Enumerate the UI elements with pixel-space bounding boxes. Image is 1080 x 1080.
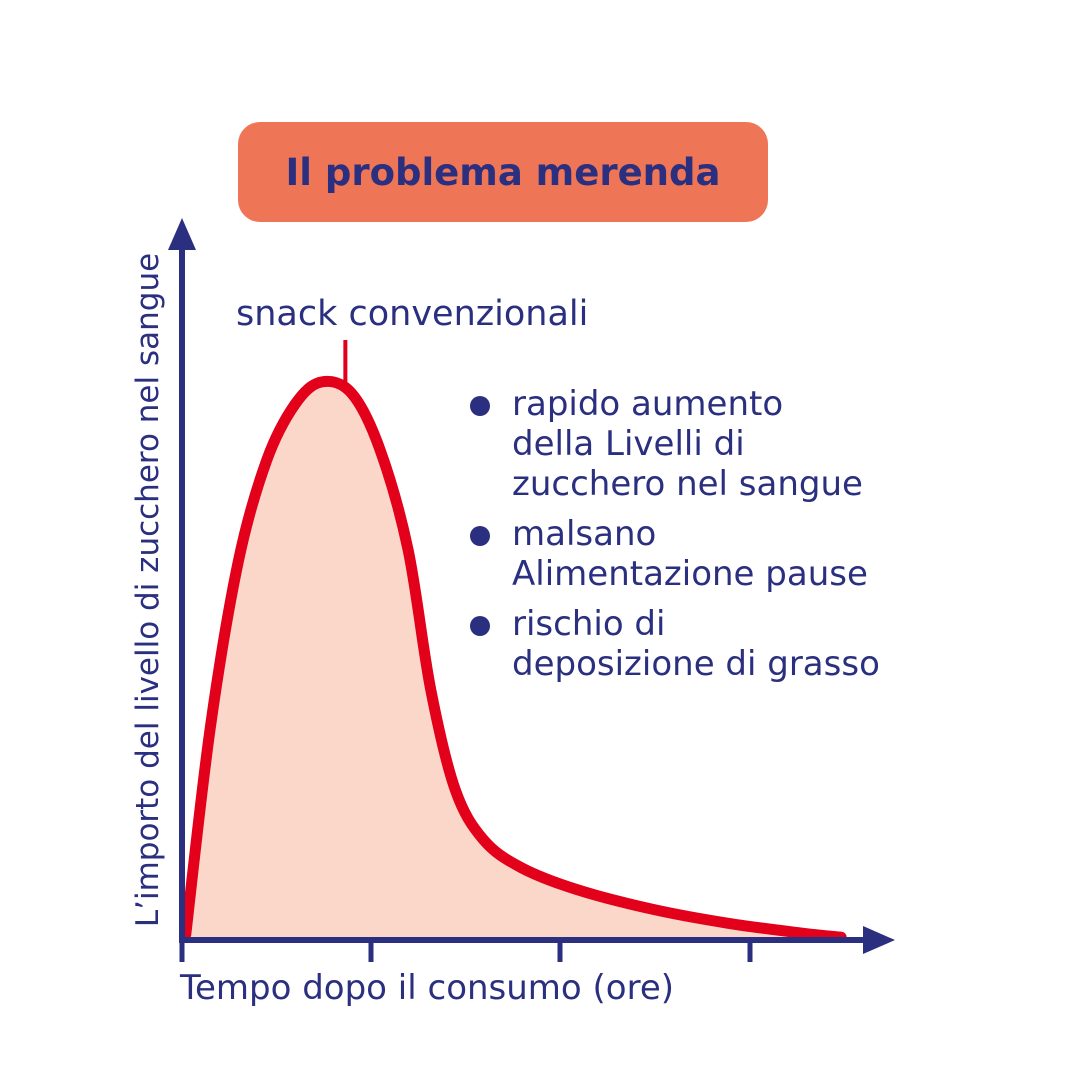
annotation-list: rapido aumento della Livelli di zucchero… [470, 384, 880, 694]
chart-title: Il problema merenda [285, 150, 721, 194]
x-axis-label: Tempo dopo il consumo (ore) [180, 968, 675, 1008]
y-axis-label: L’importo del livello di zucchero nel sa… [130, 252, 166, 928]
title-banner: Il problema merenda [238, 122, 768, 222]
annotation-item: rischio di deposizione di grasso [470, 604, 880, 684]
series-line [180, 375, 847, 943]
bullet-dot-icon [470, 526, 490, 546]
annotation-text: rapido aumento della Livelli di zucchero… [512, 384, 863, 504]
series-label: snack convenzionali [236, 294, 589, 334]
bullet-dot-icon [470, 616, 490, 636]
bullet-dot-icon [470, 396, 490, 416]
annotation-item: rapido aumento della Livelli di zucchero… [470, 384, 880, 504]
area-fill [185, 381, 842, 940]
annotation-text: malsano Alimentazione pause [512, 514, 868, 594]
annotation-item: malsano Alimentazione pause [470, 514, 880, 594]
x-axis-arrow-icon [863, 926, 895, 954]
y-axis-arrow-icon [168, 218, 196, 250]
annotation-text: rischio di deposizione di grasso [512, 604, 880, 684]
